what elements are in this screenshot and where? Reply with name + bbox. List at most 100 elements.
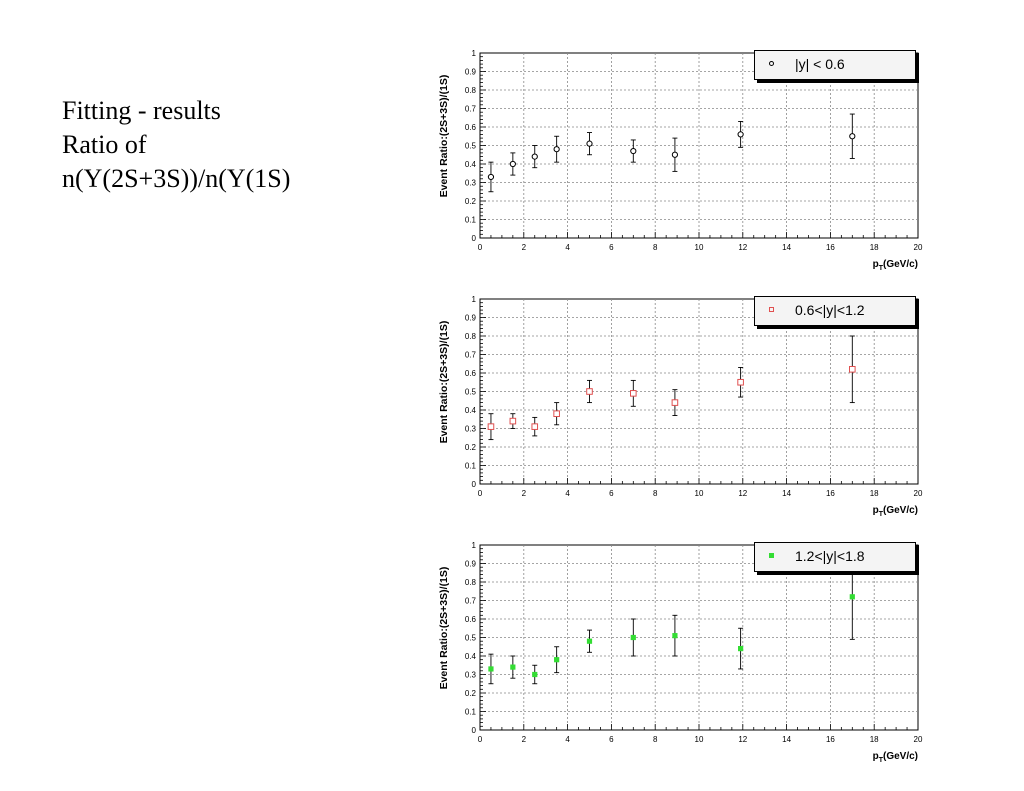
y-tick-label: 0.7 [465,351,477,360]
x-tick-label: 12 [738,489,747,498]
y-tick-label: 0.5 [465,634,477,643]
y-axis-label: Event Ratio:(2S+3S)/(1S) [438,320,450,444]
data-point [487,173,495,181]
x-axis-label-unit: (GeV/c) [882,259,918,270]
x-tick-label: 8 [653,735,658,744]
legend-label: 1.2<|y|<1.8 [795,548,865,564]
x-tick-label: 18 [870,735,879,744]
x-tick-label: 4 [565,489,570,498]
data-point [531,153,538,160]
x-tick-label: 16 [826,735,835,744]
y-tick-label: 1 [472,295,477,304]
x-tick-label: 0 [478,489,483,498]
y-tick-label: 0.4 [465,160,477,169]
data-point [586,388,593,395]
y-tick-label: 0.5 [465,142,477,151]
x-axis-label: pT(GeV/c) [873,505,918,518]
x-tick-label: 10 [695,489,704,498]
x-axis-label: pT(GeV/c) [873,259,918,272]
y-tick-label: 0.4 [465,406,477,415]
x-axis-label-unit: (GeV/c) [882,505,918,516]
x-axis-label-sub: T [878,757,883,764]
x-tick-label: 6 [609,243,614,252]
data-point [737,131,744,138]
y-tick-label: 0.8 [465,332,477,341]
data-point [553,410,560,418]
data-point [671,151,679,158]
data-point [737,378,744,386]
x-axis-label-unit: (GeV/c) [882,751,918,762]
title-line-2: Ratio of [62,130,147,159]
y-tick-label: 0.9 [465,68,477,77]
x-tick-label: 14 [782,243,791,252]
y-tick-label: 0.7 [465,597,477,606]
data-point [531,423,539,430]
x-axis-label-main: p [872,505,879,516]
x-tick-label: 10 [695,243,704,252]
x-tick-label: 14 [782,489,791,498]
data-point [554,657,560,663]
y-tick-label: 1 [472,49,477,58]
y-tick-label: 0.3 [465,425,477,434]
y-tick-label: 0.8 [465,86,477,95]
data-point [630,390,637,397]
x-axis-label-sub: T [878,511,883,518]
x-tick-label: 2 [522,735,527,744]
data-point [509,160,516,168]
y-tick-label: 0.9 [465,314,477,323]
legend-label: |y| < 0.6 [795,56,845,72]
y-tick-label: 0.3 [465,179,477,188]
plot-area: 0 2 4 6 8 10 12 14 16 18 20 0 0.1 0.2 0.3 0.4 0.5 0.6 0.7 0… [465,49,923,252]
x-tick-label: 12 [738,243,747,252]
ratio-plot-3: 0 2 4 6 8 10 12 14 16 18 20 0 0.1 0.2 0.3 0.4 0.5 0.6 0.7 0… [430,537,930,767]
x-tick-label: 10 [695,735,704,744]
data-point [630,147,637,155]
y-tick-label: 0.4 [465,652,477,661]
x-tick-label: 14 [782,735,791,744]
y-tick-label: 0.8 [465,578,477,587]
data-point [671,399,679,406]
data-point [509,417,517,425]
data-point [849,594,855,600]
y-tick-label: 0 [472,480,477,489]
x-axis-label: pT(GeV/c) [873,751,918,764]
y-tick-label: 0.6 [465,615,477,624]
x-axis-label-sub: T [878,265,883,272]
data-point [553,146,560,153]
y-tick-label: 0.1 [465,462,477,471]
legend: |y| < 0.6 [754,50,916,80]
plot-area: 0 2 4 6 8 10 12 14 16 18 20 0 0.1 0.2 0.3 0.4 0.5 0.6 0.7 0… [465,541,923,744]
x-tick-label: 20 [914,489,923,498]
y-axis-label: Event Ratio:(2S+3S)/(1S) [438,74,450,198]
x-tick-label: 8 [653,243,658,252]
x-tick-label: 12 [738,735,747,744]
data-point [532,671,538,678]
data-point [487,423,495,430]
y-tick-label: 0.9 [465,560,477,569]
y-tick-label: 0.2 [465,197,477,206]
y-axis-label: Event Ratio:(2S+3S)/(1S) [438,566,450,690]
y-tick-label: 0 [472,726,477,735]
x-tick-label: 16 [826,243,835,252]
legend-marker-open-circle [769,61,774,66]
y-tick-label: 0 [472,234,477,243]
ratio-plot-2: 0 2 4 6 8 10 12 14 16 18 20 0 0.1 0.2 0.3 0.4 0.5 0.6 0.7 0… [430,291,930,521]
x-tick-label: 6 [609,489,614,498]
x-tick-label: 0 [478,735,483,744]
y-tick-label: 0.6 [465,369,477,378]
x-tick-label: 6 [609,735,614,744]
x-tick-label: 0 [478,243,483,252]
data-point [630,634,636,641]
legend-label: 0.6<|y|<1.2 [795,302,865,318]
y-tick-label: 1 [472,541,477,550]
slide-title: Fitting - results Ratio of n(Υ(2S+3S))/n… [62,94,392,196]
data-point [510,664,516,670]
data-point [738,646,744,652]
x-axis-label-main: p [872,259,879,270]
y-tick-label: 0.5 [465,388,477,397]
x-axis-label-main: p [872,751,879,762]
x-tick-label: 20 [914,243,923,252]
legend: 1.2<|y|<1.8 [754,542,916,572]
x-tick-label: 18 [870,243,879,252]
y-tick-label: 0.1 [465,708,477,717]
